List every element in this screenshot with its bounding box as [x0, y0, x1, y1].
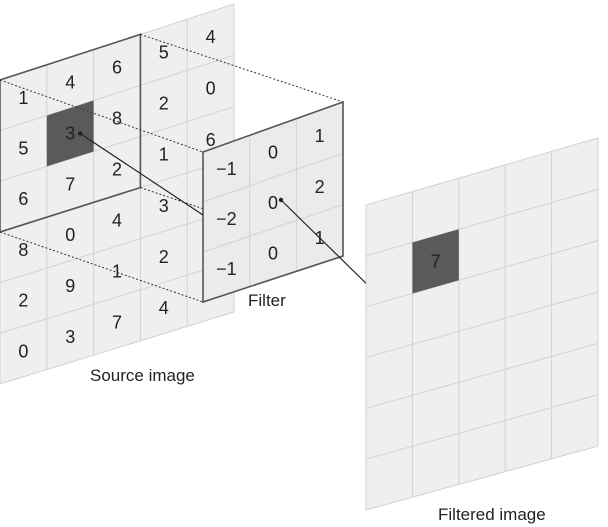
filter-cell-value: 0 [268, 244, 278, 264]
filtered-result-cell [412, 229, 459, 294]
source-cell-value: 6 [112, 58, 122, 78]
source-image-label: Source image [90, 366, 195, 385]
source-to-filter-line [79, 133, 204, 216]
source-cell-value: 6 [206, 130, 216, 150]
labels: Source image Filter Filtered image [90, 291, 546, 524]
source-cell-value: 1 [112, 262, 122, 282]
source-cell-value: 0 [206, 79, 216, 99]
source-cell-value: 1 [18, 88, 28, 108]
source-cell-value: 9 [65, 276, 75, 296]
filter-cell-value: −1 [216, 159, 237, 179]
filtered-image-grid: 7 [365, 137, 599, 511]
source-cell-value: 8 [112, 109, 122, 129]
source-cell-value: 2 [18, 291, 28, 311]
source-cell-value: 2 [159, 247, 169, 267]
filtered-image-row-line [365, 342, 599, 409]
filter-cell-value: 2 [315, 177, 325, 197]
filter-row-line [202, 152, 344, 203]
filtered-image-row-line [365, 240, 599, 308]
source-cell-value: 3 [65, 124, 75, 144]
filtered-image-row-line [365, 394, 599, 460]
connector-lines [78, 131, 367, 284]
filtered-result-value: 7 [431, 251, 441, 271]
source-image-row-line [0, 208, 235, 284]
source-image-background [0, 4, 234, 384]
projection-lines [0, 33, 344, 303]
source-image-row-line [0, 260, 235, 334]
filtered-image-row-line [365, 445, 599, 511]
source-cell-value: 5 [18, 139, 28, 159]
projection-dashed-line [140, 33, 344, 103]
source-image-row-line [0, 54, 235, 132]
filter-background [203, 102, 343, 302]
filter-cell-value: 0 [268, 193, 278, 213]
filtered-image-row-line [365, 291, 599, 358]
source-cell-value: 4 [206, 27, 216, 47]
source-cell-value: 2 [112, 160, 122, 180]
filter-cell-value: −1 [216, 259, 237, 279]
source-cell-value: 0 [65, 225, 75, 245]
source-cell-value: 6 [18, 189, 28, 209]
source-image-row-line [0, 311, 235, 385]
source-cell-value: 2 [159, 94, 169, 114]
filter-row-line [202, 204, 344, 253]
filtered-image-background [366, 138, 598, 510]
filter-cell-value: 0 [268, 142, 278, 162]
filtered-image-label: Filtered image [438, 505, 546, 524]
source-cell-value: 3 [65, 327, 75, 347]
source-image-row-line [0, 106, 235, 182]
filter-grid [202, 100, 344, 304]
source-cell-value: 4 [65, 73, 75, 93]
filter-to-output-line [280, 199, 367, 284]
source-cell-value: 7 [112, 313, 122, 333]
source-cell-value: 1 [159, 145, 169, 165]
source-image-grid [0, 3, 235, 385]
filter-outline [202, 100, 344, 304]
source-cell-value: 8 [18, 240, 28, 260]
filtered-image-row-line [365, 137, 599, 206]
source-cell-value: 4 [159, 298, 169, 318]
source-cell-value: 4 [112, 211, 122, 231]
source-cell-value: 7 [65, 174, 75, 194]
filter-cell-value: −2 [216, 209, 237, 229]
source-highlight-cell [46, 100, 94, 167]
filter-cell-value: 1 [315, 126, 325, 146]
source-cell-value: 3 [159, 196, 169, 216]
source-cell-value: 0 [18, 341, 28, 361]
source-cell-value: 5 [159, 42, 169, 62]
filter-label: Filter [248, 291, 286, 310]
filtered-image-row-line [365, 188, 599, 257]
